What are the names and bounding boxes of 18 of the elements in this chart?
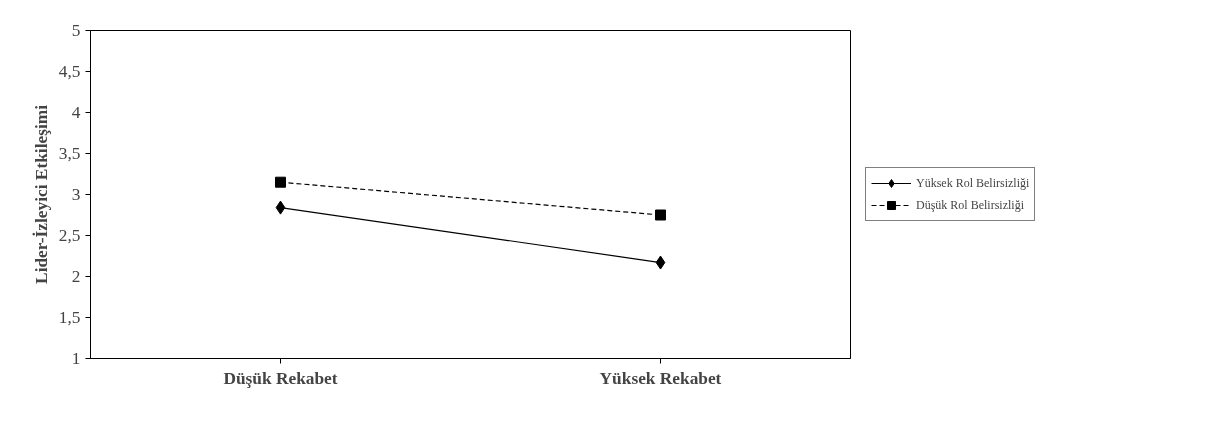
y-tick-label: 3,5: [58, 144, 81, 163]
legend-label: Yüksek Rol Belirsizliği: [916, 175, 1030, 191]
x-tick-label: Yüksek Rekabet: [599, 368, 722, 388]
x-tick-label: Düşük Rekabet: [223, 368, 338, 388]
point: [655, 255, 666, 270]
y-tick-label: 1: [71, 349, 81, 368]
y-tick-label: 5: [71, 21, 81, 40]
y-tick-label: 4: [71, 103, 81, 122]
legend-label: Düşük Rol Belirsizliği: [916, 197, 1024, 213]
point: [655, 209, 666, 221]
y-axis-title: Lider-İzleyici Etkileşimi: [31, 104, 51, 284]
y-tick-label: 1,5: [58, 308, 81, 327]
point: [275, 200, 286, 215]
y-tick-label: 3: [71, 185, 81, 204]
y-tick-label: 2: [71, 267, 81, 286]
point: [275, 176, 286, 188]
y-tick-label: 2,5: [58, 226, 81, 245]
y-tick-label: 4,5: [58, 62, 81, 81]
